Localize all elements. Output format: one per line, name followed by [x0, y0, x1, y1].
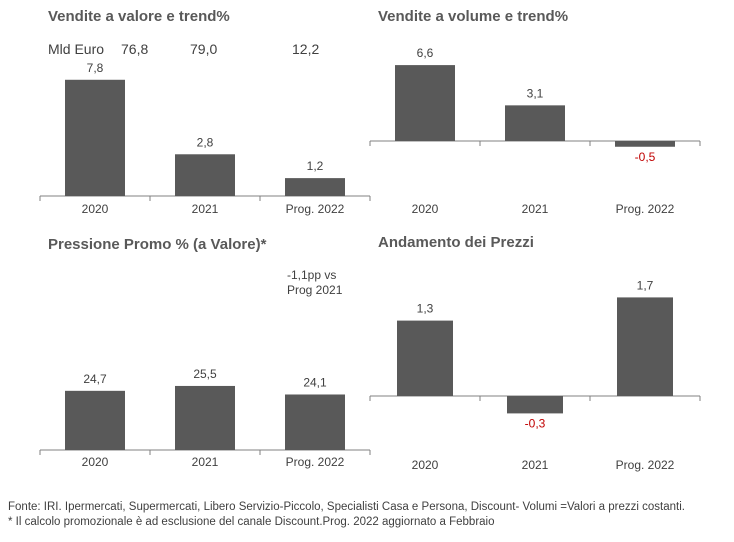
category-label-promo-2: Prog. 2022 [286, 455, 345, 469]
value-label-volume-0: 6,6 [417, 46, 434, 60]
mld-euro-label: Mld Euro [48, 41, 105, 57]
value-label-valore-1: 2,8 [197, 135, 214, 149]
bar-valore-0 [65, 79, 125, 196]
category-label-prezzi-2: Prog. 2022 [616, 458, 675, 472]
value-label-promo-0: 24,7 [83, 372, 107, 386]
value-label-valore-2: 1,2 [307, 159, 324, 173]
promo-annotation-line2: Prog 2021 [287, 283, 343, 297]
bar-promo-0 [65, 390, 125, 450]
chart-title-promo: Pressione Promo % (a Valore)* [48, 236, 267, 253]
value-label-promo-1: 25,5 [193, 367, 217, 381]
category-label-valore-0: 2020 [82, 202, 109, 216]
category-label-volume-2: Prog. 2022 [616, 202, 675, 216]
category-label-promo-0: 2020 [82, 455, 109, 469]
bar-prezzi-1 [507, 396, 563, 414]
footer-source: Fonte: IRI. Ipermercati, Supermercati, L… [8, 501, 685, 513]
chart-title-volume: Vendite a volume e trend% [378, 8, 569, 25]
value-label-volume-2: -0,5 [635, 150, 656, 164]
category-label-prezzi-0: 2020 [412, 458, 439, 472]
bar-valore-1 [175, 154, 235, 196]
chart-title-valore: Vendite a valore e trend% [48, 8, 230, 25]
promo-annotation-line1: -1,1pp vs [287, 268, 337, 282]
footer: Fonte: IRI. Ipermercati, Supermercati, L… [8, 500, 685, 530]
bar-prezzi-0 [397, 320, 453, 396]
footer-note: * Il calcolo promozionale è ad esclusion… [8, 516, 495, 528]
value-label-prezzi-0: 1,3 [417, 302, 434, 316]
bar-valore-2 [285, 178, 345, 196]
mld-euro-value-2022: 12,2 [292, 41, 320, 57]
bar-promo-1 [175, 385, 235, 450]
category-label-valore-1: 2021 [192, 202, 219, 216]
bar-volume-2 [615, 141, 675, 147]
chart-title-prezzi: Andamento dei Prezzi [378, 234, 534, 251]
value-label-promo-2: 24,1 [303, 375, 327, 389]
bar-prezzi-2 [617, 297, 673, 396]
category-label-prezzi-1: 2021 [522, 458, 549, 472]
value-label-prezzi-1: -0,3 [525, 416, 546, 430]
category-label-promo-1: 2021 [192, 455, 219, 469]
value-label-valore-0: 7,8 [87, 61, 104, 75]
category-label-valore-2: Prog. 2022 [286, 202, 345, 216]
bar-volume-0 [395, 65, 455, 141]
value-label-prezzi-2: 1,7 [637, 278, 654, 292]
category-label-volume-0: 2020 [412, 202, 439, 216]
value-label-volume-1: 3,1 [527, 86, 544, 100]
mld-euro-value-2021: 79,0 [190, 41, 218, 57]
category-label-volume-1: 2021 [522, 202, 549, 216]
bar-promo-2 [285, 394, 345, 450]
bar-volume-1 [505, 105, 565, 141]
mld-euro-value-2020: 76,8 [121, 41, 149, 57]
